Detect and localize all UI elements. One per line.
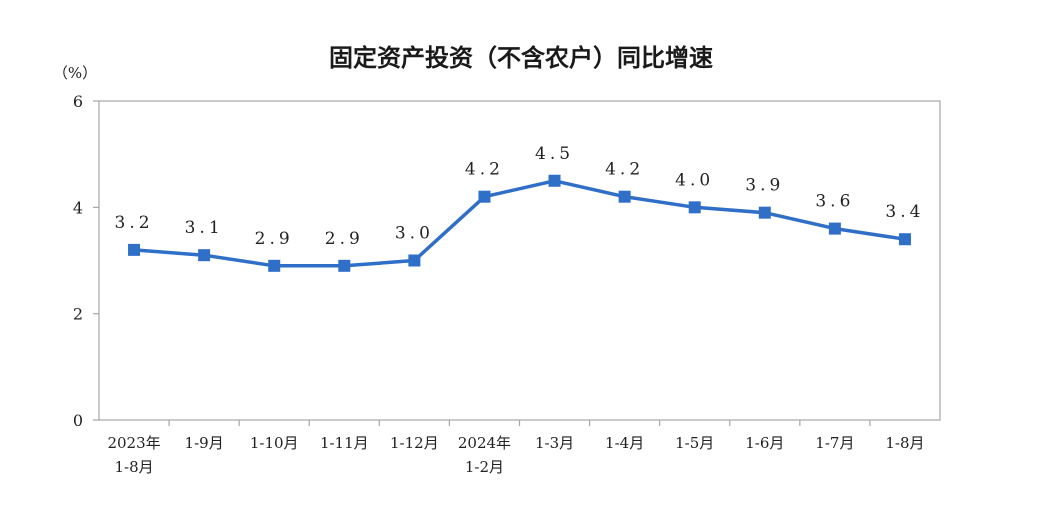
data-point: [618, 190, 631, 203]
data-label: 4.0: [675, 170, 714, 190]
plot-frame: [98, 100, 941, 421]
data-point: [828, 222, 841, 235]
series-line: [133, 179, 906, 268]
x-tick-label: 1-6月: [745, 434, 784, 452]
x-tick-label: 1-5月: [675, 434, 714, 452]
x-tick-label: 2024年 1-2月: [458, 434, 511, 476]
data-label: 2.9: [255, 229, 294, 249]
data-label: 3.1: [185, 218, 224, 238]
data-label: 3.4: [885, 202, 924, 222]
x-tick-label: 1-8月: [885, 434, 924, 452]
data-point: [548, 174, 561, 187]
data-point: [478, 190, 491, 203]
data-label: 3.2: [115, 213, 154, 233]
y-axis-unit: （%）: [53, 64, 97, 82]
data-point: [408, 254, 421, 267]
x-tick-label: 1-4月: [605, 434, 644, 452]
data-label: 3.0: [395, 224, 434, 244]
data-point: [688, 201, 701, 214]
x-tick-label: 2023年 1-8月: [107, 434, 160, 476]
data-label: 4.2: [465, 160, 504, 180]
data-label: 4.5: [535, 144, 574, 164]
x-axis-ticks: 2023年 1-8月 1-9月 1-10月 1-11月 1-12月 2024年 1-2月 1-3…: [107, 420, 925, 476]
data-point: [268, 259, 281, 272]
y-axis-ticks: 0 2 4 6: [73, 92, 99, 430]
y-tick-label: 4: [73, 198, 83, 217]
data-label: 2.9: [325, 229, 364, 249]
data-point: [898, 233, 911, 246]
y-tick-label: 0: [73, 411, 83, 430]
data-point: [338, 259, 351, 272]
series-layer: [128, 174, 911, 272]
data-label: 3.9: [745, 176, 784, 196]
x-tick-label: 1-7月: [815, 434, 854, 452]
x-tick-label: 1-11月: [320, 434, 369, 452]
data-label: 4.2: [605, 160, 644, 180]
y-tick-label: 6: [73, 92, 83, 111]
chart-title: 固定资产投资（不含农户）同比增速: [329, 44, 713, 72]
x-tick-label: 1-12月: [390, 434, 439, 452]
data-point: [198, 249, 211, 262]
y-tick-label: 2: [73, 305, 83, 324]
data-labels: 3.2 3.1 2.9 2.9 3.0 4.2 4.5 4.2 4.0 3.9 3.6 3.4: [115, 144, 924, 249]
data-point: [128, 243, 141, 256]
data-point: [758, 206, 771, 219]
data-label: 3.6: [815, 192, 854, 212]
x-tick-label: 1-3月: [535, 434, 574, 452]
x-tick-label: 1-9月: [185, 434, 224, 452]
x-tick-label: 1-10月: [250, 434, 299, 452]
